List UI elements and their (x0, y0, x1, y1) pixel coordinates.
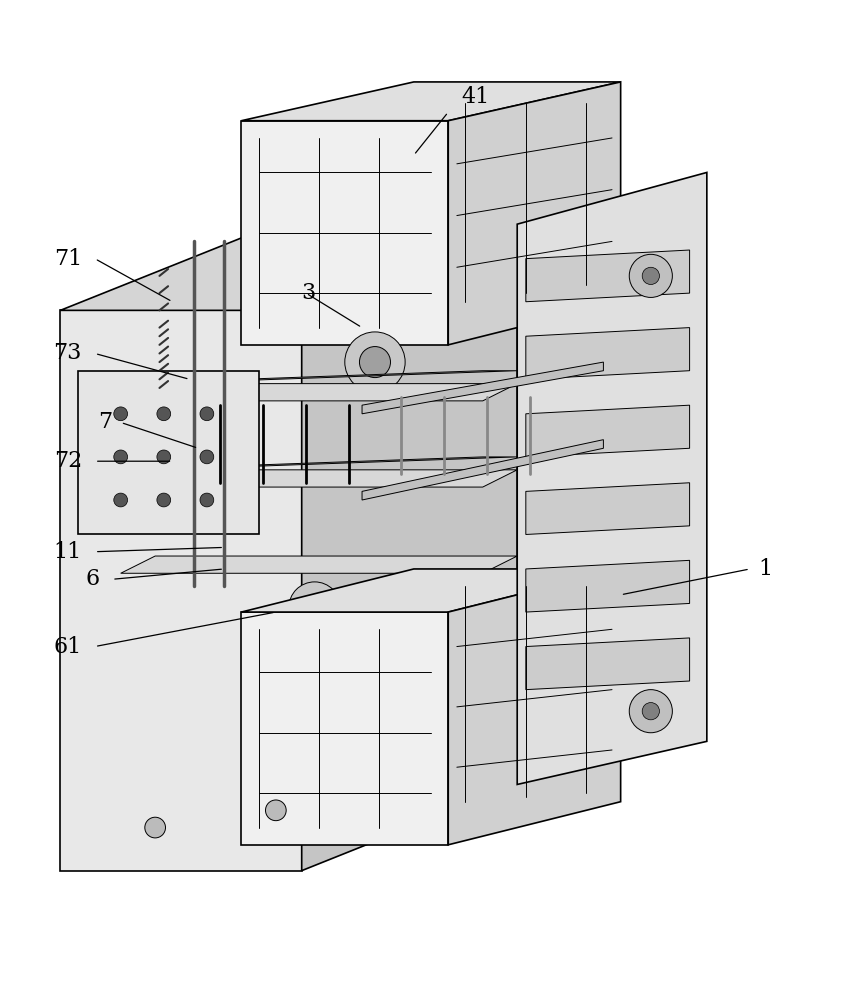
Polygon shape (121, 470, 517, 487)
Circle shape (641, 267, 659, 285)
Polygon shape (362, 440, 603, 500)
Polygon shape (362, 362, 603, 414)
Circle shape (157, 450, 170, 464)
Circle shape (629, 254, 672, 297)
Polygon shape (241, 82, 620, 121)
Polygon shape (241, 121, 448, 345)
Polygon shape (448, 569, 620, 845)
Polygon shape (241, 569, 620, 612)
Polygon shape (121, 384, 517, 401)
Circle shape (114, 450, 127, 464)
Circle shape (265, 800, 286, 821)
Circle shape (359, 347, 390, 378)
Circle shape (288, 582, 340, 634)
Text: 11: 11 (53, 541, 82, 563)
Text: 3: 3 (301, 282, 316, 304)
Polygon shape (525, 638, 689, 690)
Text: 71: 71 (53, 248, 82, 270)
Circle shape (145, 817, 165, 838)
Polygon shape (121, 556, 517, 573)
Circle shape (641, 703, 659, 720)
Polygon shape (121, 371, 517, 384)
Polygon shape (525, 250, 689, 302)
Circle shape (200, 493, 214, 507)
Circle shape (344, 332, 405, 392)
Circle shape (629, 690, 672, 733)
Text: 1: 1 (758, 558, 771, 580)
Text: 7: 7 (98, 411, 112, 433)
Text: 41: 41 (461, 86, 489, 108)
Circle shape (200, 450, 214, 464)
Polygon shape (525, 483, 689, 534)
Circle shape (301, 595, 327, 621)
Polygon shape (525, 328, 689, 379)
Polygon shape (301, 224, 517, 871)
Polygon shape (77, 371, 258, 534)
Circle shape (114, 493, 127, 507)
Circle shape (200, 407, 214, 421)
Text: 61: 61 (53, 636, 82, 658)
Polygon shape (517, 172, 706, 784)
Text: 6: 6 (85, 568, 99, 590)
Text: 72: 72 (53, 450, 82, 472)
Polygon shape (525, 405, 689, 457)
Polygon shape (448, 82, 620, 345)
Circle shape (157, 493, 170, 507)
Circle shape (157, 407, 170, 421)
Polygon shape (60, 224, 517, 310)
Polygon shape (60, 310, 301, 871)
Polygon shape (241, 612, 448, 845)
Text: 73: 73 (53, 342, 82, 364)
Polygon shape (121, 457, 517, 470)
Circle shape (114, 407, 127, 421)
Polygon shape (525, 560, 689, 612)
